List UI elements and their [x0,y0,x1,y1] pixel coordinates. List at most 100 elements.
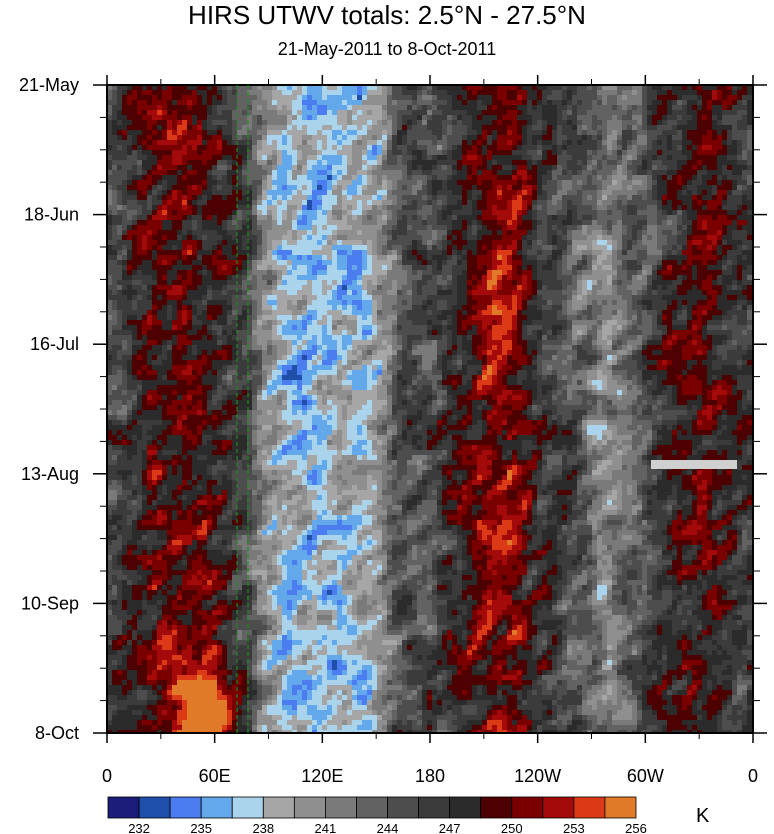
heatmap-cell [422,215,428,221]
heatmap-cell [172,165,178,171]
heatmap-cell [172,130,178,136]
heatmap-cell [487,125,493,131]
heatmap-cell [687,190,693,196]
heatmap-cell [577,125,583,131]
heatmap-cell [532,170,538,176]
heatmap-cell [512,270,518,276]
heatmap-cell [472,135,478,141]
heatmap-cell [122,105,128,111]
heatmap-cell [722,260,728,266]
heatmap-cell [607,220,613,226]
heatmap-cell [742,235,748,241]
heatmap-cell [142,265,148,271]
heatmap-cell [367,275,373,281]
heatmap-cell [637,130,643,136]
heatmap-cell [612,175,618,181]
heatmap-cell [107,95,113,101]
heatmap-cell [457,200,463,206]
heatmap-cell [342,100,348,106]
heatmap-cell [332,155,338,161]
heatmap-cell [467,230,473,236]
heatmap-cell [342,215,348,221]
heatmap-cell [692,170,698,176]
heatmap-cell [207,240,213,246]
heatmap-cell [362,165,368,171]
heatmap-cell [672,115,678,121]
heatmap-cell [417,90,423,96]
heatmap-cell [702,225,708,231]
heatmap-cell [612,200,618,206]
heatmap-cell [137,165,143,171]
heatmap-cell [212,145,218,151]
heatmap-cell [542,215,548,221]
heatmap-cell [617,110,623,116]
heatmap-cell [307,150,313,156]
heatmap-cell [497,90,503,96]
heatmap-cell [662,155,668,161]
heatmap-cell [447,90,453,96]
heatmap-cell [687,165,693,171]
heatmap-cell [182,235,188,241]
heatmap-cell [647,175,653,181]
heatmap-cell [577,260,583,266]
heatmap-cell [317,150,323,156]
heatmap-cell [132,185,138,191]
heatmap-cell [352,250,358,256]
heatmap-cell [402,205,408,211]
heatmap-cell [252,240,258,246]
heatmap-cell [362,110,368,116]
heatmap-cell [617,195,623,201]
heatmap-cell [597,95,603,101]
heatmap-cell [472,160,478,166]
heatmap-cell [482,235,488,241]
heatmap-cell [592,105,598,111]
heatmap-cell [182,95,188,101]
heatmap-cell [232,260,238,266]
heatmap-cell [152,160,158,166]
heatmap-cell [587,90,593,96]
heatmap-cell [162,115,168,121]
heatmap-cell [362,170,368,176]
heatmap-cell [332,120,338,126]
heatmap-cell [497,100,503,106]
heatmap-cell [162,185,168,191]
heatmap-cell [497,150,503,156]
heatmap-cell [742,190,748,196]
heatmap-cell [652,245,658,251]
heatmap-cell [242,190,248,196]
heatmap-cell [227,85,233,91]
heatmap-cell [567,250,573,256]
heatmap-cell [482,120,488,126]
heatmap-cell [607,160,613,166]
heatmap-cell [387,265,393,271]
heatmap-cell [627,130,633,136]
heatmap-cell [677,265,683,271]
heatmap-cell [342,240,348,246]
heatmap-cell [382,145,388,151]
heatmap-cell [687,255,693,261]
heatmap-cell [172,105,178,111]
heatmap-cell [152,260,158,266]
heatmap-cell [422,180,428,186]
heatmap-cell [572,235,578,241]
heatmap-cell [567,225,573,231]
heatmap-cell [402,130,408,136]
heatmap-cell [492,265,498,271]
heatmap-cell [692,210,698,216]
heatmap-cell [712,175,718,181]
heatmap-cell [652,270,658,276]
heatmap-cell [207,225,213,231]
heatmap-cell [267,95,273,101]
heatmap-cell [652,140,658,146]
heatmap-cell [272,105,278,111]
heatmap-cell [152,125,158,131]
heatmap-cell [252,130,258,136]
heatmap-cell [192,220,198,226]
heatmap-cell [602,140,608,146]
heatmap-cell [662,120,668,126]
heatmap-cell [722,230,728,236]
heatmap-cell [577,230,583,236]
heatmap-cell [177,135,183,141]
heatmap-cell [162,245,168,251]
heatmap-cell [637,245,643,251]
